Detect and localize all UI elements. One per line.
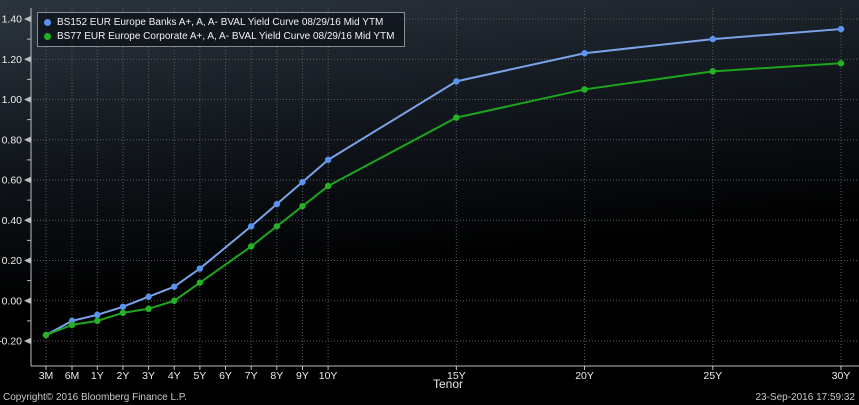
data-point[interactable] xyxy=(299,178,306,186)
series-markers-corporate xyxy=(42,60,845,339)
x-axis-tick-label: 2Y xyxy=(117,370,130,382)
data-point[interactable] xyxy=(709,68,716,75)
x-axis-tick-label: 15Y xyxy=(447,370,466,382)
data-point[interactable] xyxy=(171,283,178,290)
data-point[interactable] xyxy=(453,114,460,121)
data-point[interactable] xyxy=(299,202,306,210)
data-point[interactable] xyxy=(119,303,127,310)
x-axis-tick-label: 1Y xyxy=(91,370,104,382)
y-axis-tick-label: 0.80 xyxy=(2,134,23,146)
x-axis-tick-label: 5Y xyxy=(193,370,206,382)
data-point[interactable] xyxy=(42,331,50,339)
x-axis-tick-label: 3Y xyxy=(142,370,155,382)
data-point[interactable] xyxy=(837,60,845,67)
x-axis-tick-label: 30Y xyxy=(832,370,851,382)
x-axis-tick-label: 10Y xyxy=(319,370,338,382)
data-point[interactable] xyxy=(581,86,588,93)
x-axis: 3M 6M 1Y 2Y 3Y 4Y 5Y 6Y 7Y 8Y 9Y 10Y 15Y 20Y 25Y 30Y xyxy=(39,366,851,382)
x-axis-tick-label: 6Y xyxy=(219,370,232,382)
y-axis-tick-label: 0.00 xyxy=(2,295,23,307)
data-point[interactable] xyxy=(837,25,845,33)
copyright-text: Copyright© 2016 Bloomberg Finance L.P. xyxy=(3,392,187,403)
x-axis-tick-label: 8Y xyxy=(270,370,283,382)
x-axis-tick-label: 7Y xyxy=(245,370,258,382)
data-point[interactable] xyxy=(145,293,152,300)
gridlines xyxy=(31,8,859,366)
y-axis-tick-label: 0.40 xyxy=(2,215,23,227)
data-point[interactable] xyxy=(324,182,332,190)
data-point[interactable] xyxy=(581,50,588,57)
x-axis-tick-label: 3M xyxy=(39,370,54,382)
y-axis: -0.20 0.00 0.20 0.40 0.60 0.80 1.00 1.20 1.40 xyxy=(0,14,31,348)
legend-item-0[interactable]: BS152 EUR Europe Banks A+, A, A- BVAL Yi… xyxy=(44,16,395,29)
data-point[interactable] xyxy=(273,223,281,230)
y-axis-tick-label: 1.00 xyxy=(2,94,23,106)
legend-item-label: BS152 EUR Europe Banks A+, A, A- BVAL Yi… xyxy=(57,17,384,28)
y-axis-tick-label: 1.40 xyxy=(2,14,23,26)
x-axis-tick-label: 4Y xyxy=(168,370,181,382)
footer-bar: Copyright© 2016 Bloomberg Finance L.P. 2… xyxy=(0,389,859,405)
legend-bullet-icon xyxy=(44,19,51,26)
data-point[interactable] xyxy=(453,78,460,85)
y-tick-arrow xyxy=(24,56,31,63)
y-tick-arrow xyxy=(24,257,31,264)
data-point[interactable] xyxy=(247,223,255,230)
data-point[interactable] xyxy=(273,200,281,208)
x-axis-tick-label: 25Y xyxy=(703,370,722,382)
plot-background xyxy=(0,0,859,372)
data-point[interactable] xyxy=(119,309,127,317)
y-tick-arrow xyxy=(24,217,31,224)
data-point[interactable] xyxy=(68,321,76,329)
timestamp-text: 23-Sep-2016 17:59:32 xyxy=(755,392,855,403)
legend-item-label: BS77 EUR Europe Corporate A+, A, A- BVAL… xyxy=(57,31,395,42)
data-point[interactable] xyxy=(709,35,716,43)
y-axis-tick-label: -0.20 xyxy=(0,336,22,348)
data-point[interactable] xyxy=(196,279,204,286)
y-tick-arrow xyxy=(24,337,31,345)
x-axis-tick-label: 9Y xyxy=(296,370,309,382)
x-axis-tick-label: 20Y xyxy=(575,370,594,382)
x-axis-title: Tenor xyxy=(432,377,464,391)
data-point[interactable] xyxy=(94,317,101,325)
data-point[interactable] xyxy=(247,243,255,250)
legend-bullet-icon xyxy=(44,33,51,40)
data-point[interactable] xyxy=(171,297,178,304)
data-point[interactable] xyxy=(145,305,152,312)
y-axis-tick-label: 0.20 xyxy=(2,255,23,267)
y-tick-arrow xyxy=(24,136,31,143)
x-axis-tick-label: 6M xyxy=(65,370,80,382)
y-tick-arrow xyxy=(24,15,31,23)
chart-legend: BS152 EUR Europe Banks A+, A, A- BVAL Yi… xyxy=(37,12,405,47)
data-point[interactable] xyxy=(94,311,101,319)
y-axis-tick-label: 1.20 xyxy=(2,54,23,66)
data-point[interactable] xyxy=(324,156,332,164)
y-tick-arrow xyxy=(24,297,31,304)
data-point[interactable] xyxy=(196,265,204,272)
y-tick-arrow xyxy=(24,96,31,103)
legend-item-1[interactable]: BS77 EUR Europe Corporate A+, A, A- BVAL… xyxy=(44,30,395,43)
y-tick-arrow xyxy=(24,176,31,184)
y-axis-tick-label: 0.60 xyxy=(2,175,23,187)
